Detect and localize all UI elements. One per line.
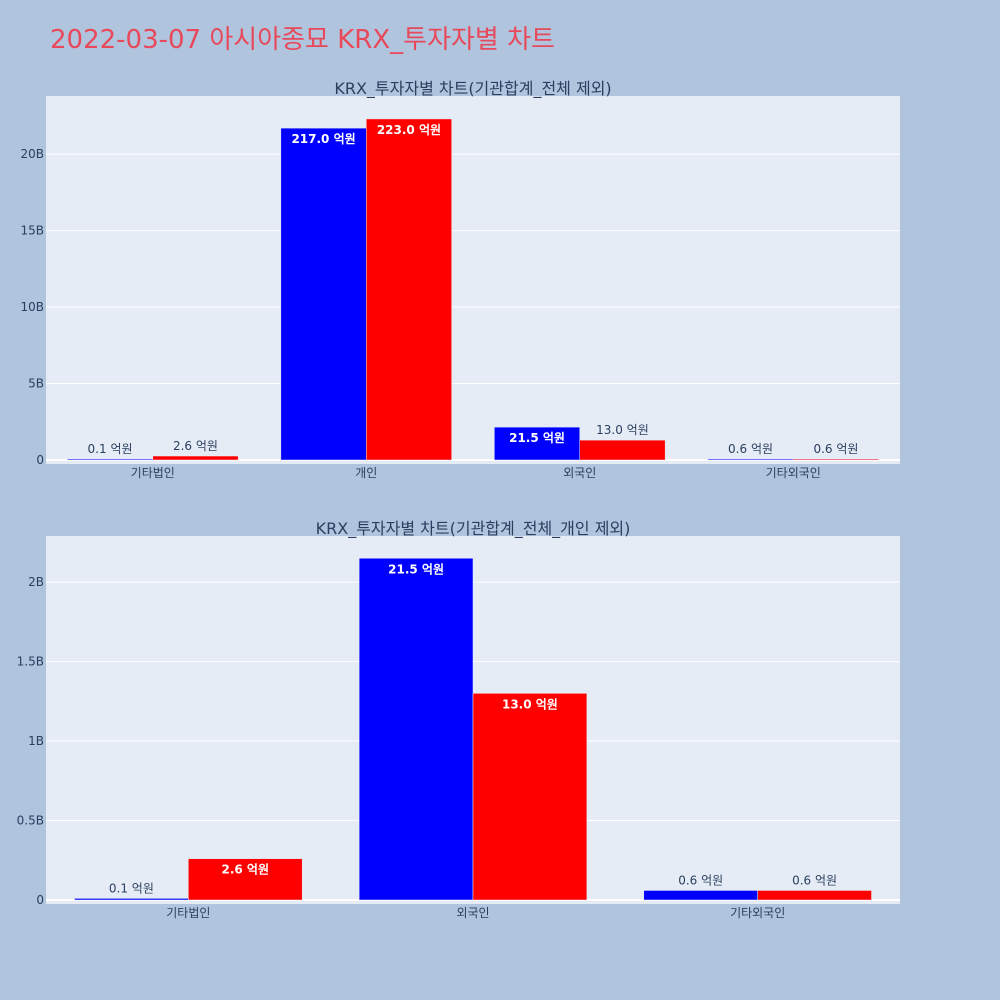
bar-data-label: 0.6 억원 bbox=[813, 442, 858, 456]
bar bbox=[366, 118, 452, 461]
chart-bottom: KRX_투자자별 차트(기관합계_전체_개인 제외) 0.1 억원 2.6 억원 2… bbox=[17, 519, 900, 920]
chart-bottom-y-axis: 0 0.5B 1B 1.5B 2B bbox=[17, 575, 44, 907]
y-tick-label: 5B bbox=[28, 377, 44, 391]
bar bbox=[579, 439, 666, 461]
page-title: 2022-03-07 아시아종묘 KRX_투자자별 차트 bbox=[50, 25, 555, 55]
bar-data-label: 13.0 억원 bbox=[596, 423, 649, 437]
bar-data-label: 2.6 억원 bbox=[173, 439, 218, 453]
y-tick-label: 15B bbox=[20, 224, 44, 238]
bar-data-label: 2.6 억원 bbox=[222, 863, 270, 877]
x-tick-label: 외국인 bbox=[563, 466, 596, 480]
chart-bottom-bars: 0.1 억원 2.6 억원 21.5 억원 13.0 억원 0.6 억원 0.6 억원 bbox=[74, 558, 872, 901]
bar bbox=[67, 458, 153, 461]
bar bbox=[358, 558, 474, 901]
bar-data-label: 0.6 억원 bbox=[792, 873, 837, 887]
bar-data-label: 0.6 억원 bbox=[678, 873, 723, 887]
bar bbox=[793, 458, 879, 461]
x-tick-label: 기타법인 bbox=[166, 906, 210, 920]
chart-bottom-x-axis: 기타법인 외국인 기타외국인 bbox=[166, 906, 785, 920]
x-tick-label: 개인 bbox=[355, 466, 377, 480]
y-tick-label: 10B bbox=[20, 300, 44, 314]
x-tick-label: 기타외국인 bbox=[766, 466, 821, 480]
bar-data-label: 21.5 억원 bbox=[388, 562, 444, 576]
x-tick-label: 기타외국인 bbox=[730, 906, 785, 920]
bar-data-label: 21.5 억원 bbox=[509, 431, 565, 445]
bar bbox=[707, 458, 794, 461]
bar-data-label: 223.0 억원 bbox=[377, 123, 441, 137]
chart-top: KRX_투자자별 차트(기관합계_전체 제외) 0.1 억원 2.6 억원 217.… bbox=[20, 79, 900, 480]
y-tick-label: 2B bbox=[28, 575, 44, 589]
y-tick-label: 0 bbox=[36, 893, 44, 907]
x-tick-label: 기타법인 bbox=[131, 466, 175, 480]
bar bbox=[757, 890, 872, 901]
chart-bottom-title: KRX_투자자별 차트(기관합계_전체_개인 제외) bbox=[316, 519, 631, 539]
bar-data-label: 0.1 억원 bbox=[88, 442, 133, 456]
bar bbox=[152, 455, 239, 461]
bar bbox=[643, 890, 758, 901]
bar-data-label: 13.0 억원 bbox=[502, 697, 558, 711]
chart-top-bars: 0.1 억원 2.6 억원 217.0 억원 223.0 억원 21.5 억원 13.0 … bbox=[67, 118, 879, 461]
x-tick-label: 외국인 bbox=[456, 906, 489, 920]
chart-top-x-axis: 기타법인 개인 외국인 기타외국인 bbox=[131, 466, 821, 480]
bar bbox=[472, 693, 588, 901]
y-tick-label: 1.5B bbox=[17, 655, 44, 669]
bar-data-label: 0.1 억원 bbox=[109, 881, 154, 895]
y-tick-label: 0 bbox=[36, 453, 44, 467]
y-tick-label: 1B bbox=[28, 734, 44, 748]
bar bbox=[188, 858, 303, 901]
bar bbox=[74, 898, 189, 901]
chart-top-plot-area bbox=[46, 96, 900, 464]
y-tick-label: 20B bbox=[20, 147, 44, 161]
y-tick-label: 0.5B bbox=[17, 814, 44, 828]
chart-top-title: KRX_투자자별 차트(기관합계_전체 제외) bbox=[334, 79, 611, 99]
chart-top-y-axis: 0 5B 10B 15B 20B bbox=[20, 147, 44, 467]
bar bbox=[280, 127, 367, 461]
bar-data-label: 217.0 억원 bbox=[291, 132, 355, 146]
bar bbox=[494, 426, 581, 461]
bar-data-label: 0.6 억원 bbox=[728, 442, 773, 456]
